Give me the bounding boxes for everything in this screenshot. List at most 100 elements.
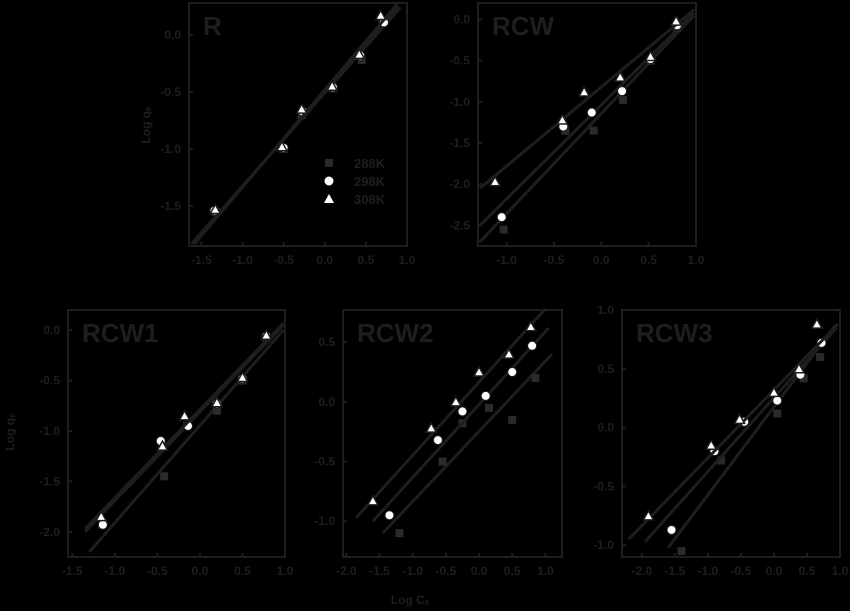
legend-circle-icon — [324, 176, 334, 186]
marker-circle — [384, 510, 395, 521]
y-tick-label: -1.5 — [160, 199, 181, 213]
marker-circle — [772, 395, 783, 406]
x-tick-label: -1.5 — [191, 253, 212, 267]
y-tick-label: -1.0 — [39, 424, 60, 438]
y-tick-label: -1.5 — [39, 474, 60, 488]
panel-r: -1.5 -1.0 -0.5 0.0 0.5 1.0 0.0 -0.5 -1.0 -1.5 R 288… — [160, 2, 416, 267]
panel-title: R — [203, 11, 222, 41]
y-tick-label: 1.0 — [597, 303, 614, 317]
plot-frame — [67, 309, 286, 558]
fit-line-308K — [627, 323, 840, 541]
x-tick-label: -0.5 — [436, 564, 457, 578]
panel-rcw1: -1.5 -1.0 -0.5 0.0 0.5 1.0 0.0 -0.5 -1.0 -1.5 -2.0… — [39, 309, 294, 578]
plot-frame — [188, 2, 408, 247]
x-tick-label: 1.0 — [537, 564, 554, 578]
panel-title: RCW1 — [82, 318, 159, 348]
legend-square-icon — [325, 159, 333, 167]
marker-square — [508, 415, 517, 424]
x-tick-label: 1.0 — [688, 253, 705, 267]
marker-triangle — [733, 412, 746, 425]
marker-triangle — [374, 9, 387, 21]
x-tick-label: 0.5 — [358, 253, 375, 267]
marker-triangle — [295, 102, 308, 114]
x-tick-label: 0.0 — [316, 253, 333, 267]
marker-square — [395, 529, 404, 538]
y-tick-label: -0.5 — [449, 54, 470, 68]
x-tick-label: -1.0 — [496, 253, 517, 267]
marker-triangle — [325, 79, 339, 92]
y-tick-label: -2.0 — [39, 525, 60, 539]
marker-circle — [586, 107, 597, 118]
marker-circle — [97, 519, 108, 530]
marker-triangle — [767, 385, 781, 398]
marker-circle — [496, 212, 507, 223]
marker-circle — [527, 340, 538, 351]
x-axis-label: Log Cₑ — [391, 593, 430, 607]
marker-square — [619, 96, 628, 105]
panel-title: RCW — [492, 11, 555, 41]
panel-title: RCW3 — [636, 318, 713, 348]
x-tick-label: -1.0 — [698, 564, 719, 578]
marker-circle — [666, 524, 677, 535]
marker-square — [499, 225, 508, 234]
marker-triangle — [209, 202, 222, 215]
x-tick-label: 0.5 — [640, 253, 657, 267]
y-axis-label-top: Log qₑ — [139, 106, 153, 144]
fit-line-298K — [371, 326, 550, 523]
marker-square — [438, 457, 447, 466]
x-tick-label: 1.0 — [277, 564, 294, 578]
y-tick-label: 0.0 — [453, 12, 470, 26]
plot-frame — [342, 309, 563, 558]
legend-label: 298K — [354, 174, 386, 189]
marker-square — [677, 547, 686, 556]
y-axis-label-bottom: Log qₑ — [3, 413, 17, 451]
marker-circle — [432, 435, 443, 446]
plot-frame — [621, 309, 841, 558]
fit-line-298K — [644, 326, 838, 543]
y-tick-label: -0.5 — [39, 374, 60, 388]
x-tick-label: 0.0 — [192, 564, 209, 578]
x-tick-label: 0.5 — [504, 564, 521, 578]
marker-triangle — [260, 328, 273, 340]
fit-line-288K — [478, 14, 696, 243]
marker-circle — [507, 367, 518, 378]
marker-triangle — [275, 140, 289, 152]
marker-circle — [480, 390, 491, 401]
fit-line-288K — [88, 329, 285, 553]
marker-triangle — [556, 113, 569, 125]
y-tick-label: -0.5 — [314, 455, 335, 469]
fit-line-308K — [83, 322, 285, 530]
y-tick-label: -1.5 — [449, 136, 470, 150]
y-tick-label: -2.5 — [449, 218, 470, 232]
marker-triangle — [502, 347, 516, 359]
marker-triangle — [613, 70, 627, 82]
y-tick-label: -1.0 — [449, 95, 470, 109]
y-tick-label: -1.0 — [593, 538, 614, 552]
panel-rcw2: -2.0 -1.5 -1.0 -0.5 0.0 0.5 1.0 0.5 0.0 -0.5 -1.0 R… — [314, 307, 563, 578]
y-tick-label: 0.5 — [318, 335, 335, 349]
marker-square — [717, 456, 726, 465]
x-tick-label: 1.0 — [399, 253, 416, 267]
marker-triangle — [210, 396, 224, 408]
x-tick-label: -2.0 — [336, 564, 357, 578]
x-tick-label: -0.5 — [731, 564, 752, 578]
marker-triangle — [644, 49, 657, 62]
legend-triangle-icon — [324, 194, 334, 203]
panel-rcw: -1.0 -0.5 0.0 0.5 1.0 0.0 -0.5 -1.0 -1.5 -2.0 -2.5… — [449, 2, 705, 267]
y-tick-label: 0.0 — [43, 323, 60, 337]
x-tick-label: 0.0 — [766, 564, 783, 578]
y-tick-label: 0.0 — [318, 395, 335, 409]
marker-triangle — [353, 47, 366, 60]
y-tick-label: 0.0 — [164, 28, 181, 42]
marker-square — [773, 409, 782, 418]
x-tick-label: -1.5 — [369, 564, 390, 578]
marker-triangle — [577, 85, 591, 97]
marker-triangle — [94, 510, 108, 522]
marker-circle — [617, 86, 628, 97]
marker-triangle — [236, 371, 249, 383]
fit-line-288K — [381, 353, 554, 535]
fit-line-308K — [478, 8, 696, 190]
marker-triangle — [810, 317, 824, 329]
x-tick-label: 0.0 — [593, 253, 610, 267]
